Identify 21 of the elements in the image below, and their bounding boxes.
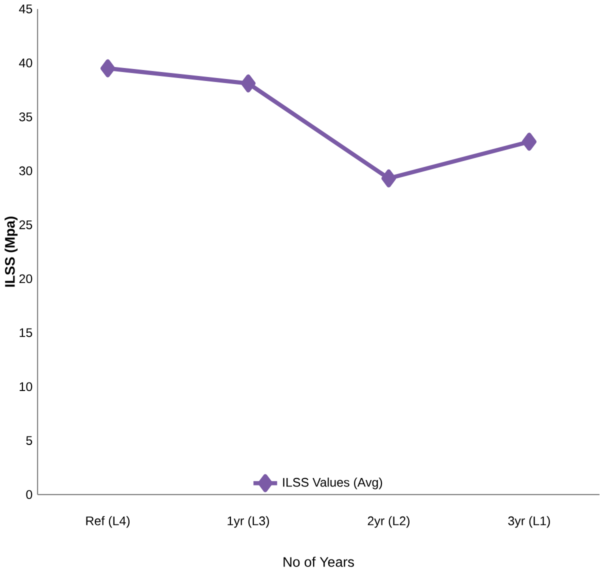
y-tick-label: 25 <box>19 220 32 230</box>
point <box>522 132 536 151</box>
y-tick-label: 20 <box>19 274 32 284</box>
x-tick-label: 2yr (L2) <box>368 516 410 528</box>
y-tick-label: 45 <box>19 4 32 14</box>
y-tick-label: 10 <box>20 382 32 392</box>
legend-label: ILSS Values (Avg) <box>283 478 382 490</box>
x-tick-label: Ref (L4) <box>86 516 130 528</box>
x-axis-title: No of Years <box>284 556 354 568</box>
point <box>381 170 396 188</box>
y-axis-title: ILSS (Mpa) <box>4 216 18 287</box>
y-tick-label: 5 <box>26 436 32 446</box>
point <box>240 74 256 93</box>
x-tick-label: 3yr (L1) <box>508 516 550 528</box>
y-tick-label: 0 <box>26 490 32 500</box>
y-tick-label: 40 <box>19 58 32 68</box>
y-tick-label: 30 <box>19 166 32 176</box>
y-tick-label: 35 <box>19 112 32 122</box>
x-tick-label: 1yr (L3) <box>228 516 269 528</box>
point <box>100 60 116 78</box>
y-tick-label: 15 <box>20 328 32 338</box>
